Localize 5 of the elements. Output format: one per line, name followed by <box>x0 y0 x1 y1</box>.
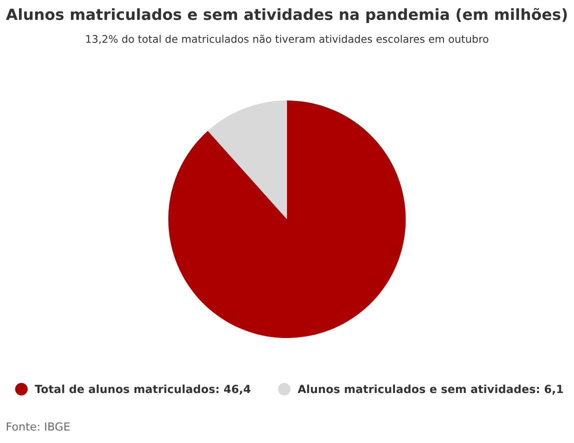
source-note: Fonte: IBGE <box>6 422 70 431</box>
legend-label: Alunos matriculados e sem atividades: 6,1 <box>298 384 563 395</box>
legend-label: Total de alunos matriculados: 46,4 <box>34 384 250 395</box>
chart-subtitle: 13,2% do total de matriculados não tiveram atividades escolares em outubro <box>86 34 488 44</box>
chart-title: Alunos matriculados e sem atividades na pandemia (em milhões) <box>6 8 567 24</box>
